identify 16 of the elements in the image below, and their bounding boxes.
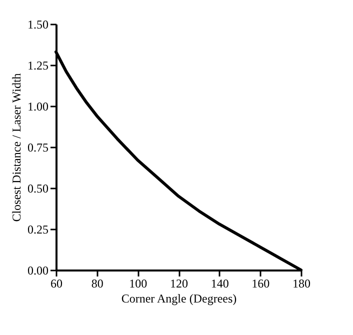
x-tick-label: 140	[210, 276, 229, 290]
x-axis-title: Corner Angle (Degrees)	[121, 292, 237, 306]
x-tick-label: 60	[50, 276, 62, 290]
y-tick-label: 0.25	[28, 222, 48, 236]
y-tick-label: 0.00	[28, 264, 48, 278]
y-tick-label: 0.75	[28, 140, 48, 154]
y-tick-label: 0.50	[28, 182, 48, 196]
x-tick-label: 120	[170, 276, 188, 290]
y-tick-label: 1.00	[28, 100, 48, 114]
y-tick-label: 1.25	[28, 58, 48, 72]
x-tick-label: 180	[292, 276, 310, 290]
x-tick-label: 100	[129, 276, 148, 290]
y-tick-label: 1.50	[28, 18, 48, 32]
y-axis-title: Closest Distance / Laser Width	[10, 73, 24, 222]
x-tick-label: 160	[252, 276, 270, 290]
x-tick-label: 80	[91, 276, 104, 290]
